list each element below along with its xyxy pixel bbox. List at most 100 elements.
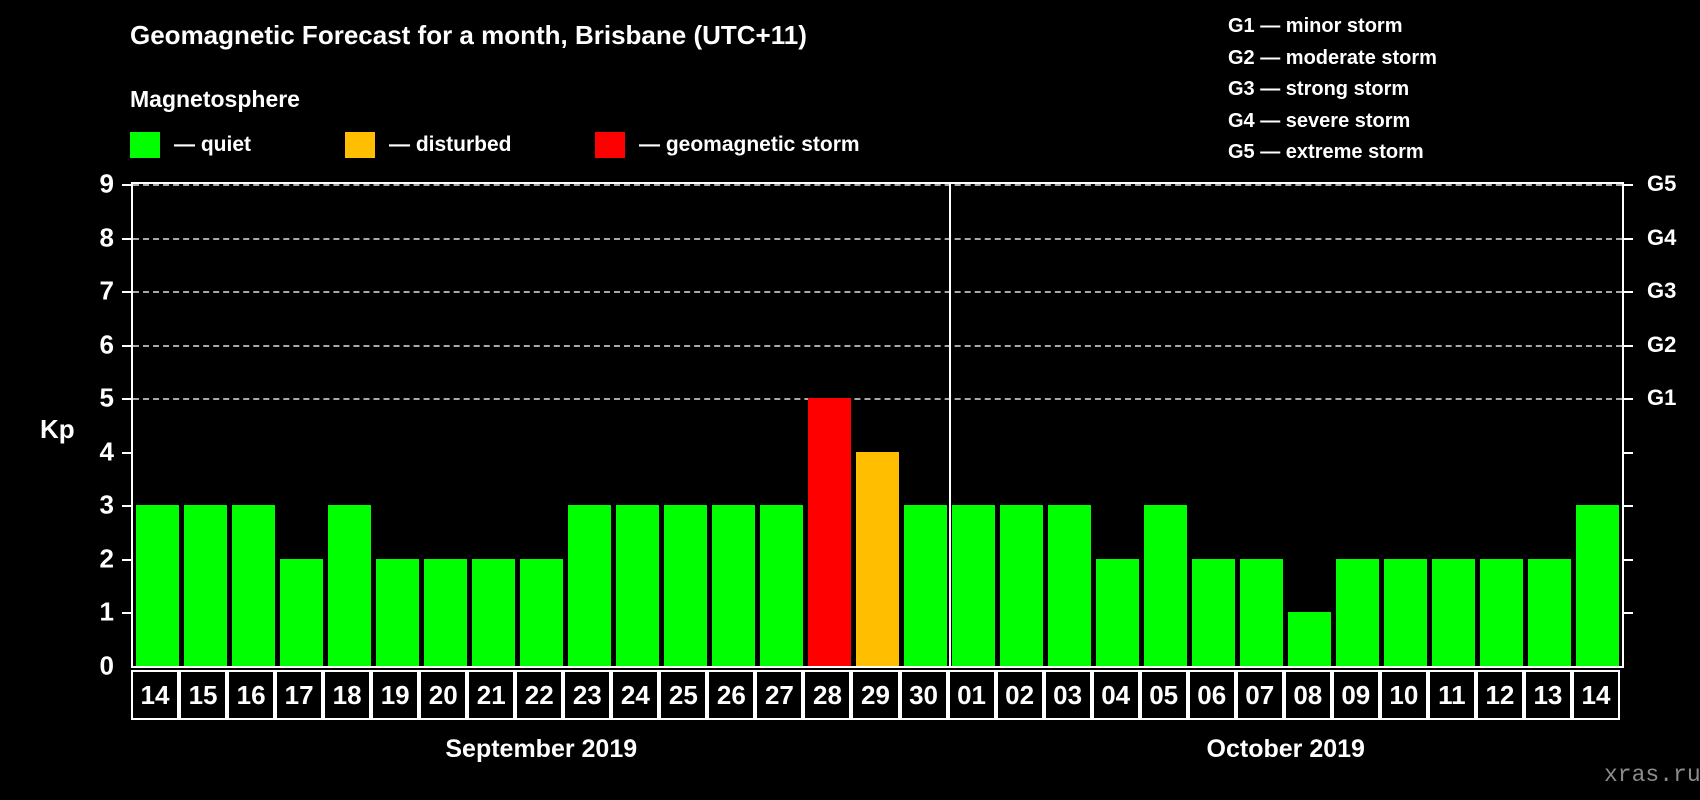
- y-axis-label-5: 5: [99, 382, 114, 413]
- day-label-4[interactable]: 18: [323, 670, 372, 720]
- day-label-11[interactable]: 25: [659, 670, 708, 720]
- day-label-12[interactable]: 26: [707, 670, 756, 720]
- bar-22[interactable]: [519, 558, 563, 666]
- day-label-30[interactable]: 14: [1571, 670, 1620, 720]
- y-axis-label-8: 8: [99, 222, 114, 253]
- day-label-21[interactable]: 05: [1139, 670, 1188, 720]
- day-label-25[interactable]: 09: [1331, 670, 1380, 720]
- bar-01[interactable]: [952, 505, 996, 666]
- red-swatch: [595, 132, 625, 158]
- bar-14[interactable]: [1576, 505, 1620, 666]
- day-label-15[interactable]: 29: [851, 670, 900, 720]
- bar-28[interactable]: [807, 398, 851, 666]
- day-label-1[interactable]: 15: [179, 670, 228, 720]
- bar-06[interactable]: [1192, 558, 1236, 666]
- bar-21[interactable]: [471, 558, 515, 666]
- bar-24[interactable]: [615, 505, 659, 666]
- y-axis-label-2: 2: [99, 543, 114, 574]
- y-axis-caption: Kp: [40, 414, 75, 444]
- day-label-20[interactable]: 04: [1091, 670, 1140, 720]
- day-label-0[interactable]: 14: [131, 670, 180, 720]
- legend-item-label: — quiet: [174, 133, 251, 156]
- y-tick-left-3: [122, 505, 133, 508]
- day-label-29[interactable]: 13: [1523, 670, 1572, 720]
- bar-07[interactable]: [1240, 558, 1284, 666]
- day-label-17[interactable]: 01: [947, 670, 996, 720]
- storm-scale-row-4: G4 — severe storm: [1228, 109, 1411, 132]
- day-label-2[interactable]: 16: [227, 670, 276, 720]
- day-label-26[interactable]: 10: [1379, 670, 1428, 720]
- bar-12[interactable]: [1480, 558, 1524, 666]
- storm-scale-row-1: G1 — minor storm: [1228, 15, 1403, 37]
- g-axis-label-G4: G4: [1647, 224, 1677, 250]
- month-caption-0: September 2019: [445, 735, 638, 763]
- day-label-19[interactable]: 03: [1043, 670, 1092, 720]
- y-axis-label-6: 6: [99, 329, 114, 360]
- legend-item-0: — quiet: [130, 131, 251, 159]
- day-label-22[interactable]: 06: [1187, 670, 1236, 720]
- y-tick-right-4: [1622, 451, 1633, 454]
- day-label-13[interactable]: 27: [755, 670, 804, 720]
- gridline-kp-5: [133, 398, 1622, 401]
- y-axis-label-7: 7: [99, 275, 114, 306]
- legend-item-1: — disturbed: [345, 131, 512, 159]
- y-tick-right-5: [1622, 398, 1633, 401]
- storm-scale-row-2: G2 — moderate storm: [1228, 46, 1437, 69]
- day-label-6[interactable]: 20: [419, 670, 468, 720]
- bar-16[interactable]: [231, 505, 275, 666]
- day-label-7[interactable]: 21: [467, 670, 516, 720]
- bar-20[interactable]: [423, 558, 467, 666]
- y-tick-left-1: [122, 612, 133, 615]
- storm-scale-row-5: G5 — extreme storm: [1228, 141, 1424, 163]
- bar-08[interactable]: [1288, 612, 1332, 666]
- day-label-5[interactable]: 19: [371, 670, 420, 720]
- bar-23[interactable]: [567, 505, 611, 666]
- bar-11[interactable]: [1432, 558, 1476, 666]
- y-tick-right-7: [1622, 291, 1633, 294]
- g-axis-label-G5: G5: [1647, 171, 1677, 196]
- bar-17[interactable]: [279, 558, 323, 666]
- day-label-28[interactable]: 12: [1475, 670, 1524, 720]
- bar-05[interactable]: [1144, 505, 1188, 666]
- bar-02[interactable]: [1000, 505, 1044, 666]
- day-label-14[interactable]: 28: [803, 670, 852, 720]
- day-label-27[interactable]: 11: [1427, 670, 1476, 720]
- bar-26[interactable]: [711, 505, 755, 666]
- day-label-18[interactable]: 02: [995, 670, 1044, 720]
- orange-swatch: [345, 132, 375, 158]
- gridline-kp-8: [133, 237, 1622, 240]
- day-label-24[interactable]: 08: [1283, 670, 1332, 720]
- bar-27[interactable]: [759, 505, 803, 666]
- day-label-16[interactable]: 30: [899, 670, 948, 720]
- y-tick-right-8: [1622, 237, 1633, 240]
- day-label-9[interactable]: 23: [563, 670, 612, 720]
- legend-item-2: — geomagnetic storm: [595, 131, 860, 159]
- day-label-8[interactable]: 22: [515, 670, 564, 720]
- green-swatch: [130, 132, 160, 158]
- bar-30[interactable]: [904, 505, 948, 666]
- bar-15[interactable]: [183, 505, 227, 666]
- y-tick-left-7: [122, 291, 133, 294]
- bar-03[interactable]: [1048, 505, 1092, 666]
- day-label-3[interactable]: 17: [275, 670, 324, 720]
- day-label-23[interactable]: 07: [1235, 670, 1284, 720]
- bar-04[interactable]: [1096, 558, 1140, 666]
- bar-13[interactable]: [1528, 558, 1572, 666]
- gridline-kp-7: [133, 291, 1622, 294]
- gridline-kp-9: [133, 184, 1622, 186]
- bar-09[interactable]: [1336, 558, 1380, 666]
- bar-18[interactable]: [327, 505, 371, 666]
- day-label-10[interactable]: 24: [611, 670, 660, 720]
- y-tick-right-1: [1622, 612, 1633, 615]
- bar-10[interactable]: [1384, 558, 1428, 666]
- bar-25[interactable]: [663, 505, 707, 666]
- bar-29[interactable]: [855, 451, 899, 666]
- legend-item-label: — geomagnetic storm: [639, 133, 860, 156]
- plot-inner: [122, 184, 1633, 666]
- g-axis-label-G1: G1: [1647, 385, 1677, 411]
- storm-scale-legend: G1 — minor storm G2 — moderate storm G3 — …: [1228, 11, 1437, 169]
- month-caption-1: October 2019: [1206, 735, 1365, 763]
- bar-19[interactable]: [375, 558, 419, 666]
- bar-14[interactable]: [135, 505, 179, 666]
- month-divider: [948, 184, 951, 666]
